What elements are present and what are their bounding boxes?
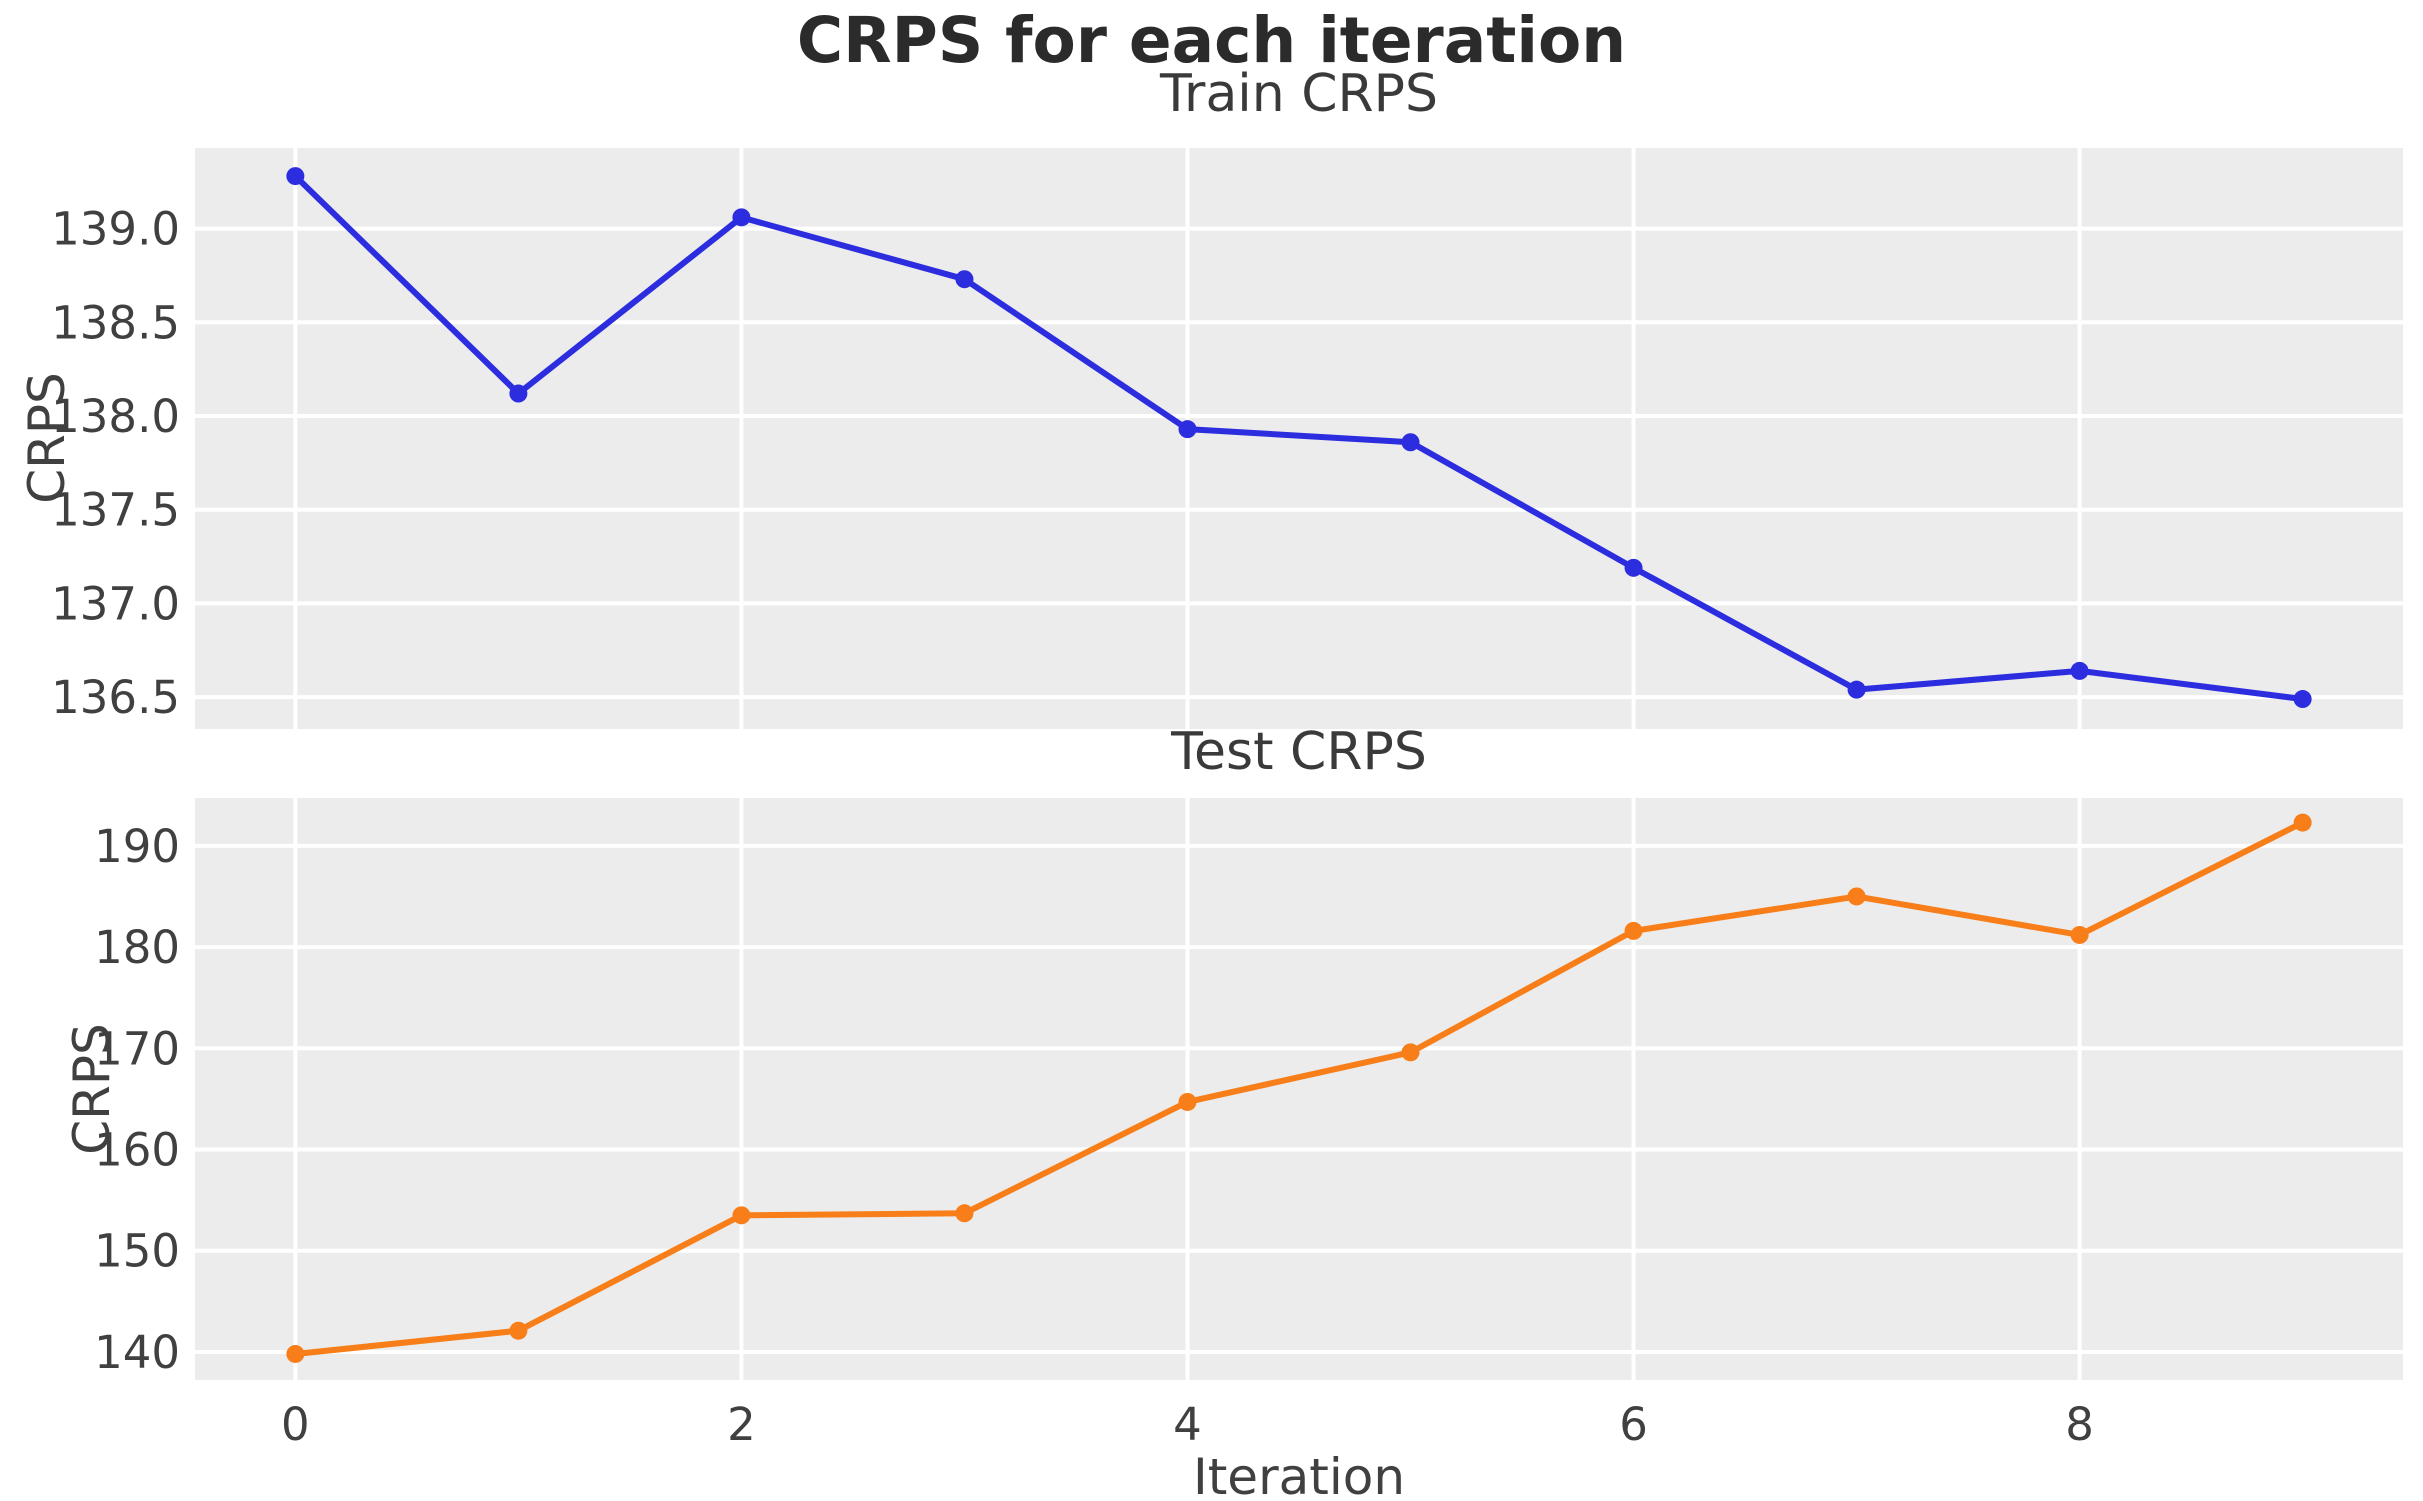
test-y-tick-label: 190	[94, 820, 180, 873]
train-data-point	[955, 270, 974, 289]
train-data-point	[1847, 680, 1866, 699]
test-y-tick-label: 180	[94, 921, 180, 974]
test-data-point	[1624, 921, 1643, 940]
train-data-point	[2293, 690, 2312, 709]
test-data-point	[955, 1204, 974, 1223]
test-data-point	[1178, 1092, 1197, 1111]
test-data-point	[286, 1344, 305, 1363]
test-x-tick-label: 8	[2065, 1398, 2094, 1451]
test-chart-plot: 140 150 160 170 180 190 0 2 4 6 8	[94, 798, 2403, 1451]
test-data-point	[732, 1206, 751, 1225]
x-axis-label: Iteration	[1192, 1448, 1406, 1501]
test-data-point	[1847, 887, 1866, 906]
test-data-point	[1401, 1043, 1420, 1062]
test-y-tick-label: 170	[94, 1022, 180, 1075]
train-data-point	[1401, 433, 1420, 452]
test-data-point	[2293, 813, 2312, 832]
train-y-tick-label: 138.0	[51, 390, 180, 443]
train-chart-plot: 136.5 137.0 137.5 138.0 138.5 139.0	[51, 148, 2403, 729]
train-series-line	[292, 173, 2306, 703]
train-y-tick-label: 138.5	[51, 296, 180, 349]
test-y-tick-label: 150	[94, 1225, 180, 1278]
train-data-point	[1178, 420, 1197, 439]
test-y-tick-label: 140	[94, 1326, 180, 1379]
test-data-point	[2070, 925, 2089, 944]
test-plot-background	[195, 798, 2403, 1380]
test-data-point	[509, 1321, 528, 1340]
train-y-tick-label: 139.0	[51, 203, 180, 256]
train-data-point	[286, 167, 305, 186]
test-x-tick-label: 2	[727, 1398, 756, 1451]
test-x-tick-label: 0	[281, 1398, 310, 1451]
train-y-tick-label: 136.5	[51, 671, 180, 724]
test-chart-title: Test CRPS	[1171, 722, 1427, 782]
train-data-point	[2070, 661, 2089, 680]
test-series-line	[292, 819, 2306, 1357]
test-y-tick-label: 160	[94, 1124, 180, 1177]
train-y-tick-label: 137.5	[51, 484, 180, 537]
figure-title: CRPS for each iteration	[796, 4, 1627, 77]
test-x-tick-label: 4	[1173, 1398, 1202, 1451]
test-x-tick-label: 6	[1619, 1398, 1648, 1451]
train-chart-title: Train CRPS	[1159, 64, 1439, 124]
train-y-tick-label: 137.0	[51, 577, 180, 630]
train-data-point	[509, 384, 528, 403]
train-data-point	[1624, 558, 1643, 577]
train-data-point	[732, 208, 751, 227]
